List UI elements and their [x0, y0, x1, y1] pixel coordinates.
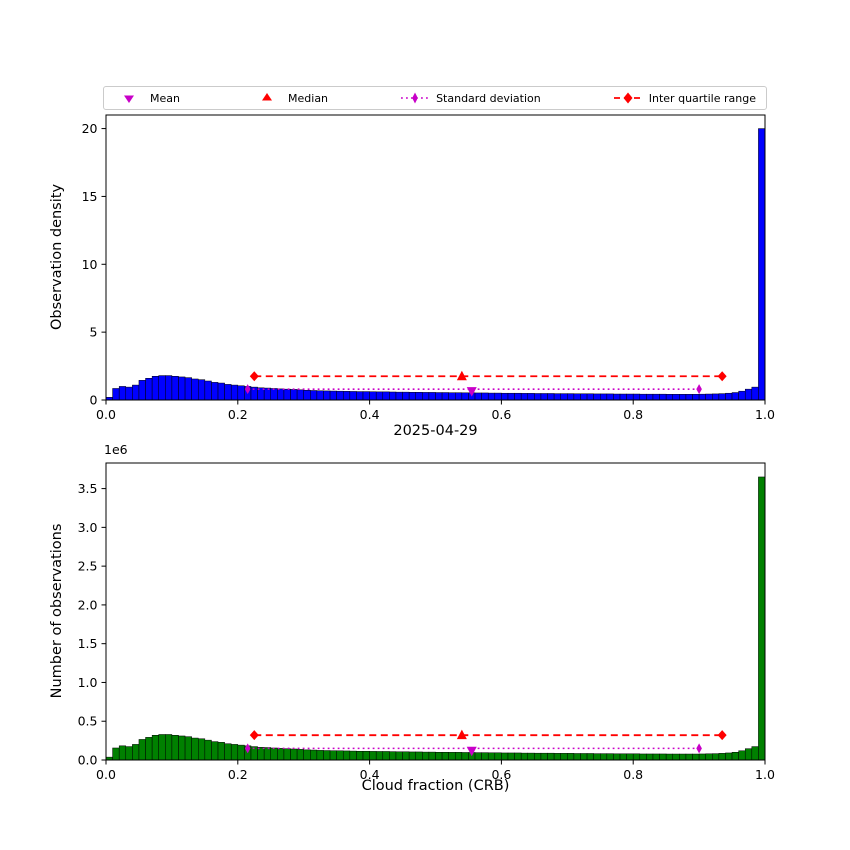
legend-label-median: Median [288, 91, 329, 105]
svg-text:20: 20 [82, 121, 98, 136]
std-dev-dotted-line-icon [401, 92, 430, 104]
svg-text:2.0: 2.0 [78, 597, 98, 612]
svg-text:3.5: 3.5 [78, 481, 98, 496]
top-y-axis-label: Observation density [49, 183, 65, 331]
bottom-y-axis-label: Number of observations [49, 523, 65, 699]
y-axis-offset-label: 1e6 [104, 442, 128, 457]
legend-label-iqr: Inter quartile range [648, 91, 756, 105]
svg-text:0.6: 0.6 [491, 407, 511, 422]
legend-item-std: Standard deviation [400, 91, 541, 105]
svg-text:0.0: 0.0 [78, 753, 98, 768]
mean-triangle-down-icon [124, 95, 134, 103]
svg-text:0.0: 0.0 [96, 407, 116, 422]
svg-text:0.8: 0.8 [623, 407, 643, 422]
legend-label-std: Standard deviation [436, 91, 541, 105]
legend-item-median: Median [252, 91, 328, 105]
svg-text:1.0: 1.0 [755, 767, 775, 782]
svg-text:2.5: 2.5 [78, 559, 98, 574]
svg-text:0.4: 0.4 [360, 407, 380, 422]
svg-text:0.6: 0.6 [491, 767, 511, 782]
svg-text:0.8: 0.8 [623, 767, 643, 782]
svg-text:3.0: 3.0 [78, 520, 98, 535]
svg-text:0.2: 0.2 [228, 407, 248, 422]
svg-text:1.0: 1.0 [755, 407, 775, 422]
legend-item-mean: Mean [114, 91, 180, 105]
legend: Mean Median Standard deviation Inter qua… [103, 86, 767, 110]
svg-text:0: 0 [90, 393, 98, 408]
svg-text:1.0: 1.0 [78, 675, 98, 690]
bottom-chart-title: 2025-04-29 [393, 423, 478, 439]
svg-text:0.4: 0.4 [360, 767, 380, 782]
svg-text:0.0: 0.0 [96, 767, 116, 782]
legend-label-mean: Mean [150, 91, 180, 105]
legend-item-iqr: Inter quartile range [613, 91, 756, 105]
svg-text:0.5: 0.5 [78, 714, 98, 729]
svg-text:10: 10 [82, 257, 98, 272]
median-triangle-up-icon [262, 93, 273, 101]
x-axis-label: Cloud fraction (CRB) [361, 778, 510, 794]
iqr-dashed-line-icon [613, 92, 642, 104]
svg-text:0.2: 0.2 [228, 767, 248, 782]
svg-text:1.5: 1.5 [78, 636, 98, 651]
svg-text:15: 15 [82, 189, 98, 204]
svg-text:5: 5 [90, 325, 98, 340]
